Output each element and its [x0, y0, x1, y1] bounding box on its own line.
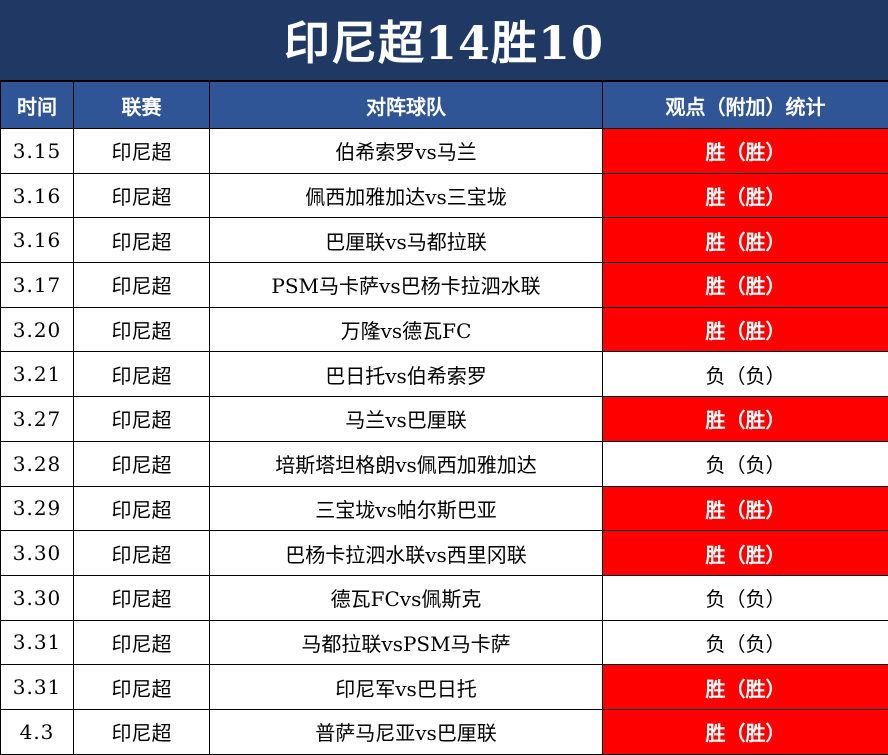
result-cell: 胜（胜） — [603, 173, 888, 218]
date-cell: 3.31 — [1, 665, 74, 710]
league-cell: 印尼超 — [74, 397, 210, 442]
match-cell: 佩西加雅加达vs三宝垅 — [210, 173, 603, 218]
league-cell: 印尼超 — [74, 307, 210, 352]
result-cell: 胜（胜） — [603, 709, 888, 754]
match-cell: 巴日托vs伯希索罗 — [210, 352, 603, 397]
match-cell: 印尼军vs巴日托 — [210, 665, 603, 710]
match-cell: 伯希索罗vs马兰 — [210, 129, 603, 174]
date-cell: 3.16 — [1, 173, 74, 218]
league-cell: 印尼超 — [74, 173, 210, 218]
match-cell: PSM马卡萨vs巴杨卡拉泗水联 — [210, 263, 603, 308]
result-cell: 胜（胜） — [603, 263, 888, 308]
result-cell: 胜（胜） — [603, 486, 888, 531]
league-cell: 印尼超 — [74, 531, 210, 576]
sheet-title: 印尼超14胜10 — [0, 0, 888, 81]
date-cell: 3.20 — [1, 307, 74, 352]
header-match: 对阵球队 — [210, 82, 603, 129]
date-cell: 3.28 — [1, 441, 74, 486]
league-cell: 印尼超 — [74, 486, 210, 531]
date-cell: 3.29 — [1, 486, 74, 531]
league-cell: 印尼超 — [74, 665, 210, 710]
league-cell: 印尼超 — [74, 129, 210, 174]
league-cell: 印尼超 — [74, 620, 210, 665]
date-cell: 3.17 — [1, 263, 74, 308]
league-cell: 印尼超 — [74, 575, 210, 620]
match-cell: 马兰vs巴厘联 — [210, 397, 603, 442]
result-cell: 胜（胜） — [603, 531, 888, 576]
league-cell: 印尼超 — [74, 352, 210, 397]
header-row: 时间 联赛 对阵球队 观点（附加）统计 — [1, 82, 888, 129]
date-cell: 3.15 — [1, 129, 74, 174]
match-cell: 巴杨卡拉泗水联vs西里冈联 — [210, 531, 603, 576]
header-date: 时间 — [1, 82, 74, 129]
match-cell: 马都拉联vsPSM马卡萨 — [210, 620, 603, 665]
result-cell: 胜（胜） — [603, 665, 888, 710]
result-cell: 胜（胜） — [603, 397, 888, 442]
result-cell: 负（负） — [603, 575, 888, 620]
date-cell: 3.21 — [1, 352, 74, 397]
result-cell: 胜（胜） — [603, 218, 888, 263]
header-result: 观点（附加）统计 — [603, 82, 888, 129]
match-cell: 培斯塔坦格朗vs佩西加雅加达 — [210, 441, 603, 486]
match-cell: 万隆vs德瓦FC — [210, 307, 603, 352]
league-cell: 印尼超 — [74, 218, 210, 263]
date-cell: 3.16 — [1, 218, 74, 263]
result-cell: 胜（胜） — [603, 307, 888, 352]
date-cell: 3.31 — [1, 620, 74, 665]
league-cell: 印尼超 — [74, 441, 210, 486]
league-cell: 印尼超 — [74, 263, 210, 308]
result-cell: 负（负） — [603, 352, 888, 397]
date-cell: 3.30 — [1, 531, 74, 576]
match-cell: 德瓦FCvs佩斯克 — [210, 575, 603, 620]
league-cell: 印尼超 — [74, 709, 210, 754]
match-cell: 普萨马尼亚vs巴厘联 — [210, 709, 603, 754]
match-cell: 巴厘联vs马都拉联 — [210, 218, 603, 263]
date-cell: 4.3 — [1, 709, 74, 754]
date-cell: 3.30 — [1, 575, 74, 620]
result-cell: 负（负） — [603, 441, 888, 486]
date-cell: 3.27 — [1, 397, 74, 442]
match-cell: 三宝垅vs帕尔斯巴亚 — [210, 486, 603, 531]
result-cell: 胜（胜） — [603, 129, 888, 174]
header-league: 联赛 — [74, 82, 210, 129]
result-cell: 负（负） — [603, 620, 888, 665]
